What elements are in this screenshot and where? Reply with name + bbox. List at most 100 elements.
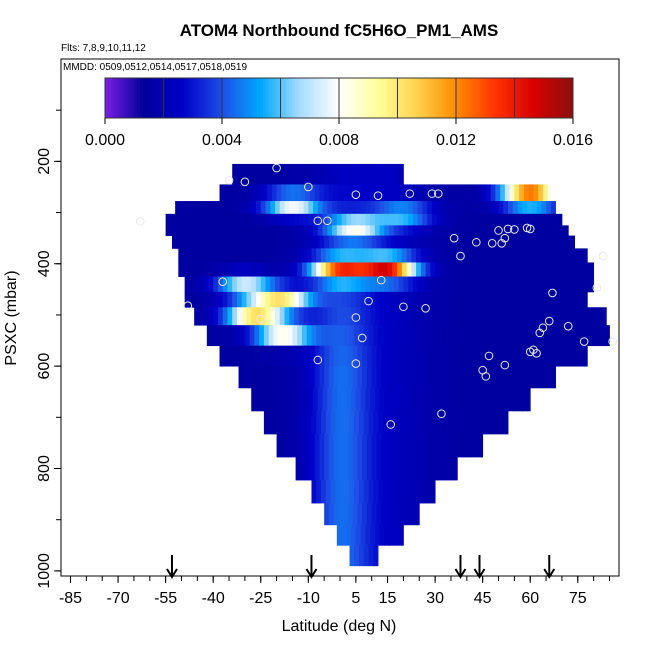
- heatmap-cell: [300, 366, 306, 389]
- heatmap-cell: [393, 163, 400, 185]
- heatmap-cell: [424, 456, 430, 481]
- heatmap-cell: [457, 184, 463, 202]
- heatmap-cell: [213, 276, 219, 293]
- sample-point: [351, 359, 361, 368]
- heatmap-cell: [517, 213, 523, 226]
- heatmap-cell: [420, 480, 427, 504]
- heatmap-cell: [381, 345, 387, 367]
- heatmap-cell: [235, 248, 241, 263]
- heatmap-cell: [504, 345, 511, 367]
- heatmap-cell: [198, 307, 205, 326]
- heatmap-cell: [514, 345, 520, 367]
- heatmap-cell: [362, 235, 368, 249]
- heatmap-cell: [555, 291, 561, 308]
- heatmap-cell: [344, 262, 350, 277]
- heatmap-cell: [333, 235, 339, 249]
- heatmap-cell: [286, 184, 292, 202]
- sample-point: [472, 237, 481, 247]
- heatmap-cell: [362, 184, 368, 202]
- heatmap-cell: [457, 366, 463, 389]
- heatmap-cell: [303, 387, 309, 412]
- heatmap-cell: [538, 345, 544, 367]
- heatmap-cell: [208, 276, 214, 293]
- heatmap-cell: [298, 291, 304, 308]
- heatmap-cell: [322, 276, 328, 293]
- heatmap-cell: [534, 262, 541, 277]
- colorbar-segment: [540, 78, 545, 118]
- colorbar-segment: [192, 78, 197, 118]
- heatmap-cell: [422, 276, 428, 293]
- heatmap-cell: [301, 262, 308, 277]
- heatmap-cell: [341, 387, 347, 412]
- heatmap-cell: [566, 235, 572, 249]
- colorbar-segment: [377, 78, 381, 118]
- colorbar-segment: [529, 78, 533, 118]
- heatmap-cell: [320, 410, 327, 435]
- x-tick-label: -10: [297, 590, 320, 607]
- heatmap-cell: [222, 307, 228, 326]
- heatmap-cell: [276, 433, 282, 458]
- heatmap-cell: [360, 524, 366, 546]
- heatmap-cell: [316, 325, 322, 347]
- colorbar-segment: [391, 78, 396, 118]
- heatmap-cell: [422, 387, 428, 412]
- heatmap-cell: [498, 213, 504, 226]
- colorbar: 0.000 0.004 0.008 0.012 0.016: [85, 77, 593, 149]
- heatmap-cell: [533, 345, 539, 367]
- heatmap-cell: [306, 410, 312, 435]
- heatmap-cell: [336, 213, 342, 226]
- heatmap-cell: [328, 184, 335, 202]
- heatmap-cell: [379, 387, 385, 412]
- heatmap-cell: [255, 291, 262, 308]
- heatmap-cell: [265, 276, 271, 293]
- heatmap-cell: [297, 410, 303, 435]
- heatmap-cell: [515, 325, 522, 347]
- heatmap-cell: [387, 480, 393, 504]
- heatmap-cell: [336, 524, 342, 546]
- colorbar-segment: [248, 78, 252, 118]
- heatmap-cell: [238, 184, 244, 202]
- heatmap-cell: [412, 201, 419, 215]
- colorbar-segment: [420, 78, 425, 118]
- heatmap-cell: [484, 387, 490, 412]
- sample-point: [421, 303, 430, 313]
- heatmap-cell: [485, 345, 491, 367]
- heatmap-cell: [352, 235, 358, 249]
- heatmap-cell: [501, 325, 507, 347]
- heatmap-cell: [384, 524, 390, 546]
- heatmap-cell: [474, 213, 480, 226]
- heatmap-cell: [468, 262, 474, 277]
- sample-point: [386, 420, 396, 429]
- heatmap-cell: [320, 248, 327, 263]
- heatmap-cell: [346, 163, 352, 185]
- colorbar-segment: [523, 78, 527, 118]
- heatmap-cell: [227, 201, 233, 215]
- colorbar-segment: [458, 78, 463, 118]
- colorbar-segment: [368, 78, 372, 118]
- heatmap-cell: [490, 366, 496, 389]
- heatmap-cell: [333, 503, 339, 526]
- heatmap-cell: [504, 366, 511, 389]
- heatmap-cell: [411, 480, 417, 504]
- heatmap-cell: [236, 307, 243, 326]
- heatmap-cell: [225, 262, 232, 277]
- heatmap-cell: [198, 213, 205, 226]
- heatmap-cell: [441, 276, 447, 293]
- heatmap-cell: [382, 410, 388, 435]
- heatmap-cell: [279, 291, 285, 308]
- colorbar-segment: [438, 78, 442, 118]
- heatmap-cell: [340, 262, 346, 277]
- heatmap-cell: [189, 201, 195, 215]
- heatmap-cell: [289, 213, 295, 226]
- heatmap-cell: [525, 325, 531, 347]
- heatmap-cell: [260, 387, 266, 412]
- colorbar-segment: [222, 78, 226, 118]
- colorbar-tick-label: 0.012: [436, 132, 476, 149]
- heatmap-cell: [528, 345, 534, 367]
- heatmap-cell: [335, 480, 341, 504]
- heatmap-cell: [458, 262, 465, 277]
- heatmap-cell: [354, 325, 360, 347]
- heatmap-cell: [184, 213, 190, 226]
- heatmap-cell: [522, 201, 528, 215]
- heatmap-cell: [309, 366, 316, 389]
